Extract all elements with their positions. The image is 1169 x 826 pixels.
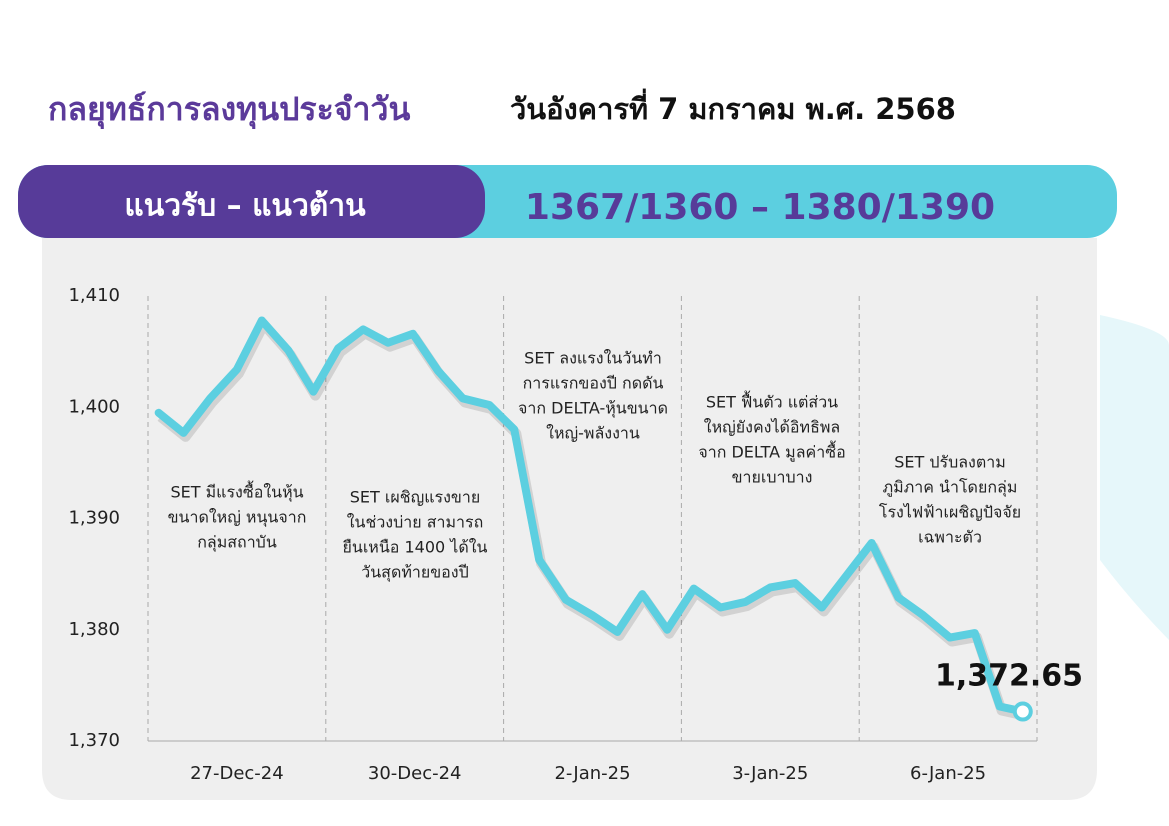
annotation: ยืนเหนือ 1400 ได้ใน: [343, 538, 488, 557]
x-tick-label: 27-Dec-24: [190, 763, 284, 784]
annotation: โรงไฟฟ้าเผชิญปัจจัย: [879, 503, 1021, 522]
annotation: ภูมิภาค นำโดยกลุ่ม: [883, 478, 1018, 498]
annotation: SET เผชิญแรงขาย: [350, 488, 480, 507]
title: กลยุทธ์การลงทุนประจำวัน: [48, 90, 410, 130]
y-tick-label: 1,400: [68, 396, 120, 417]
banner-label: แนวรับ – แนวต้าน: [124, 189, 366, 224]
y-tick-label: 1,390: [68, 508, 120, 529]
y-tick-label: 1,410: [68, 285, 120, 306]
annotation: กลุ่มสถาบัน: [197, 533, 277, 553]
annotation: จาก DELTA มูลค่าซื้อ: [698, 441, 845, 463]
annotation: ขายเบาบาง: [732, 468, 813, 487]
annotation: การแรกของปี กดดัน: [523, 374, 664, 393]
banner-levels: 1367/1360 – 1380/1390: [525, 187, 995, 228]
x-tick-label: 30-Dec-24: [368, 763, 462, 784]
annotation: ใหญ่-พลังงาน: [546, 424, 640, 443]
last-label: 1,372.65: [935, 659, 1083, 694]
date: วันอังคารที่ 7 มกราคม พ.ศ. 2568: [510, 88, 956, 126]
annotation: เฉพาะตัว: [918, 528, 982, 547]
annotation: ใหญ่ยังคงได้อิทธิพล: [704, 418, 840, 437]
annotation: SET ฟื้นตัว แต่ส่วน: [706, 391, 838, 412]
annotation: SET ลงแรงในวันทำ: [524, 349, 662, 368]
x-tick-label: 6-Jan-25: [910, 763, 986, 784]
x-tick-label: 2-Jan-25: [554, 763, 630, 784]
annotation: SET ปรับลงตาม: [894, 453, 1006, 472]
annotation: ขนาดใหญ่ หนุนจาก: [168, 508, 307, 528]
y-tick-label: 1,380: [68, 619, 120, 640]
line: [154, 316, 1027, 716]
banner-label-bg: [18, 165, 485, 238]
annotation: จาก DELTA-หุ้นขนาด: [518, 399, 668, 419]
decor: [1100, 315, 1169, 640]
y-tick-label: 1,370: [68, 730, 120, 751]
annotation: วันสุดท้ายของปี: [361, 563, 469, 583]
annotation: ในช่วงบ่าย สามารถ: [347, 513, 484, 532]
annotation: SET มีแรงซื้อในหุ้น: [170, 481, 303, 503]
x-tick-label: 3-Jan-25: [732, 763, 808, 784]
last-point: [1012, 701, 1033, 722]
